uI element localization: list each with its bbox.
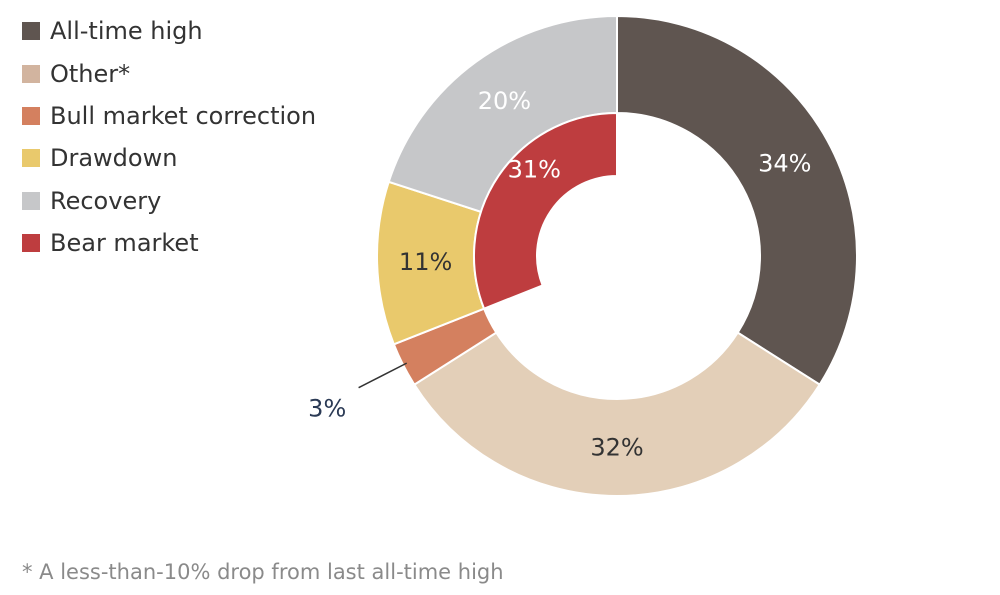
slice-label-bull-market-correction: 3% <box>308 395 346 423</box>
slice-labels: 34% 32% 3% 11% 20% 31% <box>308 87 811 461</box>
legend-label: All-time high <box>50 17 203 46</box>
slice-other <box>412 331 822 497</box>
callout-line <box>358 362 408 389</box>
legend-label: Bull market correction <box>50 101 317 130</box>
legend-label: Other* <box>50 59 131 88</box>
slice-bear-market <box>473 111 618 310</box>
slice-label-recovery: 20% <box>478 87 531 115</box>
chart-legend: All-time high Other* Bull market correctio… <box>22 10 316 264</box>
legend-item-all-time-high: All-time high <box>22 10 316 52</box>
legend-swatch <box>22 106 40 125</box>
slice-label-bear-market: 31% <box>508 156 561 184</box>
legend-label: Bear market <box>50 229 199 258</box>
legend-swatch <box>22 64 40 83</box>
slice-label-all-time-high: 34% <box>758 150 811 178</box>
footnote: * A less-than-10% drop from last all-tim… <box>22 560 504 584</box>
legend-swatch <box>22 149 40 168</box>
legend-swatch <box>22 22 40 41</box>
slice-label-drawdown: 11% <box>399 248 452 276</box>
legend-item-recovery: Recovery <box>22 180 316 222</box>
legend-item-bull-market-correction: Bull market correction <box>22 95 316 137</box>
legend-label: Recovery <box>50 186 162 215</box>
legend-swatch <box>22 191 40 210</box>
legend-item-bear-market: Bear market <box>22 222 316 264</box>
legend-item-drawdown: Drawdown <box>22 137 316 179</box>
legend-swatch <box>22 234 40 253</box>
outer-ring <box>376 14 858 497</box>
legend-label: Drawdown <box>50 144 178 173</box>
slice-label-other: 32% <box>590 434 643 462</box>
inner-ring <box>473 111 618 310</box>
legend-item-other: Other* <box>22 52 316 94</box>
slice-all-time-high <box>616 14 858 386</box>
